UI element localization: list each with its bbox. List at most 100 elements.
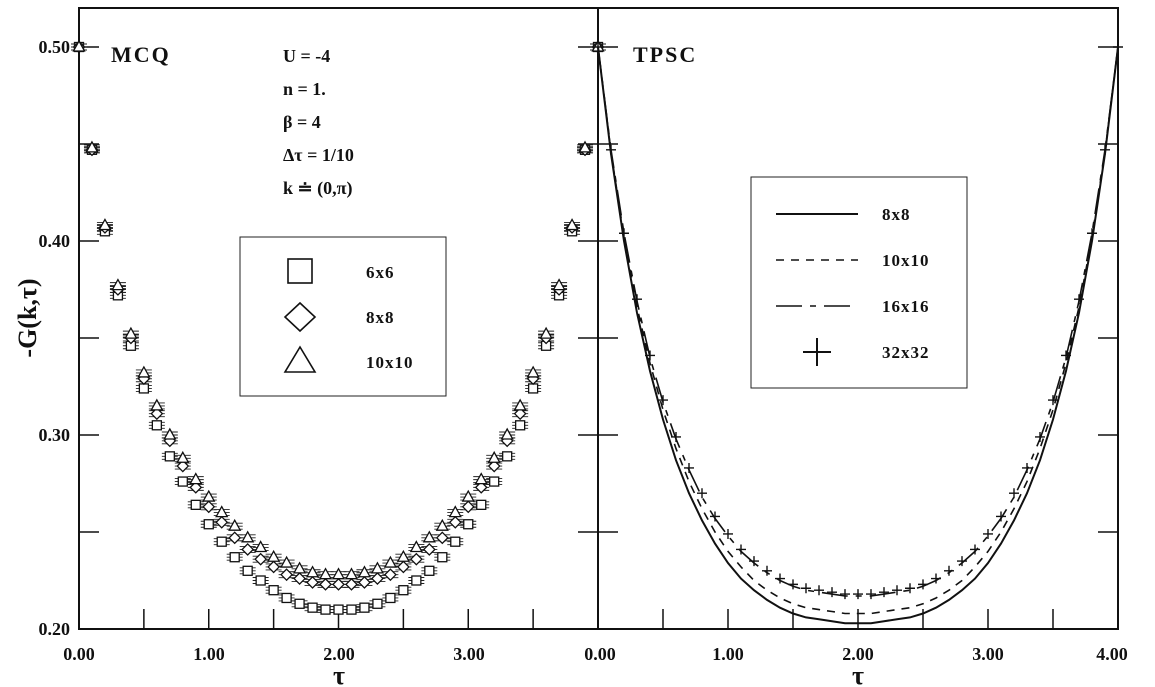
mcq-data-points	[71, 39, 606, 615]
data-point-square	[252, 575, 269, 586]
data-point-triangle	[265, 549, 282, 562]
data-point-plus	[801, 583, 811, 594]
data-point-square	[473, 499, 490, 510]
data-point-square	[499, 451, 516, 462]
data-point-diamond	[278, 568, 295, 582]
data-point-triangle	[239, 530, 256, 543]
x-tick-label: 0.00	[63, 644, 95, 664]
x-tick-label: 1.00	[193, 644, 225, 664]
data-point-triangle	[512, 398, 529, 411]
data-point-triangle	[317, 567, 334, 580]
data-point-triangle	[161, 427, 178, 440]
data-point-diamond	[408, 552, 425, 566]
y-tick-label: 0.20	[39, 619, 71, 639]
x-tick-label: 2.00	[842, 644, 874, 664]
data-point-triangle	[148, 398, 165, 411]
data-point-plus	[645, 350, 655, 361]
data-point-plus	[736, 544, 746, 555]
legend-marker-plus	[803, 338, 831, 366]
data-point-plus	[905, 583, 915, 594]
data-point-plus	[658, 395, 668, 406]
data-point-triangle	[564, 218, 581, 231]
data-point-plus	[957, 556, 967, 567]
data-point-triangle	[135, 365, 152, 378]
data-point-plus	[814, 585, 824, 596]
x-tick-label: 2.00	[323, 644, 355, 664]
data-point-triangle	[187, 472, 204, 485]
data-point-triangle	[421, 530, 438, 543]
data-point-plus	[1022, 462, 1032, 473]
data-point-plus	[892, 585, 902, 596]
data-point-plus	[931, 573, 941, 584]
data-point-plus	[749, 556, 759, 567]
data-point-plus	[723, 528, 733, 539]
data-point-diamond	[369, 572, 386, 585]
data-point-triangle	[447, 505, 464, 518]
data-point-plus	[866, 589, 876, 600]
data-point-plus	[684, 462, 694, 473]
data-point-plus	[632, 294, 642, 305]
legend-label: 10x10	[366, 353, 414, 372]
data-point-triangle	[304, 565, 321, 578]
data-point-plus	[1113, 42, 1123, 52]
data-point-diamond	[148, 407, 165, 421]
legend-label: 6x6	[366, 263, 395, 282]
data-point-plus	[1087, 228, 1097, 239]
data-point-triangle	[473, 472, 490, 485]
data-point-triangle	[369, 561, 386, 574]
series-line-dashed	[597, 46, 1119, 615]
data-point-triangle	[96, 218, 113, 231]
data-point-triangle	[213, 505, 230, 518]
data-point-diamond	[486, 459, 503, 473]
tpsc-curves	[593, 42, 1123, 625]
data-point-diamond	[512, 407, 529, 421]
data-point-diamond	[421, 543, 438, 556]
y-axis-title: -G(k,τ)	[13, 278, 42, 357]
data-point-square	[525, 383, 542, 394]
param-dtau: Δτ = 1/10	[283, 145, 354, 165]
data-point-square	[265, 585, 282, 596]
data-point-plus	[840, 589, 850, 600]
data-point-triangle	[525, 365, 542, 378]
data-point-triangle	[109, 278, 126, 291]
panel-title-tpsc: TPSC	[633, 42, 697, 67]
data-point-square	[434, 552, 451, 563]
data-point-square	[161, 451, 178, 462]
legend-label: 8x8	[882, 205, 911, 224]
data-point-square	[447, 536, 464, 547]
data-point-square	[421, 565, 438, 576]
x-tick-label: 3.00	[453, 644, 485, 664]
data-point-square	[200, 519, 217, 530]
data-point-square	[408, 575, 425, 586]
data-point-plus	[827, 587, 837, 598]
param-u: U = -4	[283, 46, 330, 66]
param-n: n = 1.	[283, 79, 326, 99]
data-point-diamond	[395, 560, 412, 574]
x-axis-title-right: τ	[852, 661, 864, 687]
data-point-plus	[853, 589, 863, 600]
panel-title-mcq: MCQ	[111, 42, 171, 67]
data-point-square	[148, 420, 165, 431]
data-point-triangle	[499, 427, 516, 440]
data-point-triangle	[252, 540, 269, 553]
legend-label: 8x8	[366, 308, 395, 327]
legend-label: 32x32	[882, 343, 930, 362]
data-point-square	[460, 519, 477, 530]
data-point-plus	[697, 488, 707, 499]
legend-marker-diamond	[283, 301, 317, 333]
data-point-square	[304, 602, 321, 613]
data-point-triangle	[356, 565, 373, 578]
data-point-plus	[1035, 431, 1045, 442]
data-point-plus	[788, 579, 798, 590]
data-point-plus	[1074, 294, 1084, 305]
data-point-plus	[996, 511, 1006, 522]
legend-label: 10x10	[882, 251, 930, 270]
data-point-plus	[1061, 350, 1071, 361]
x-tick-label: 0.00	[584, 644, 616, 664]
data-point-triangle	[278, 555, 295, 568]
data-point-diamond	[382, 568, 399, 582]
data-point-triangle	[408, 540, 425, 553]
legend-marker-triangle	[283, 345, 317, 373]
data-point-square	[395, 585, 412, 596]
data-point-triangle	[122, 326, 139, 339]
